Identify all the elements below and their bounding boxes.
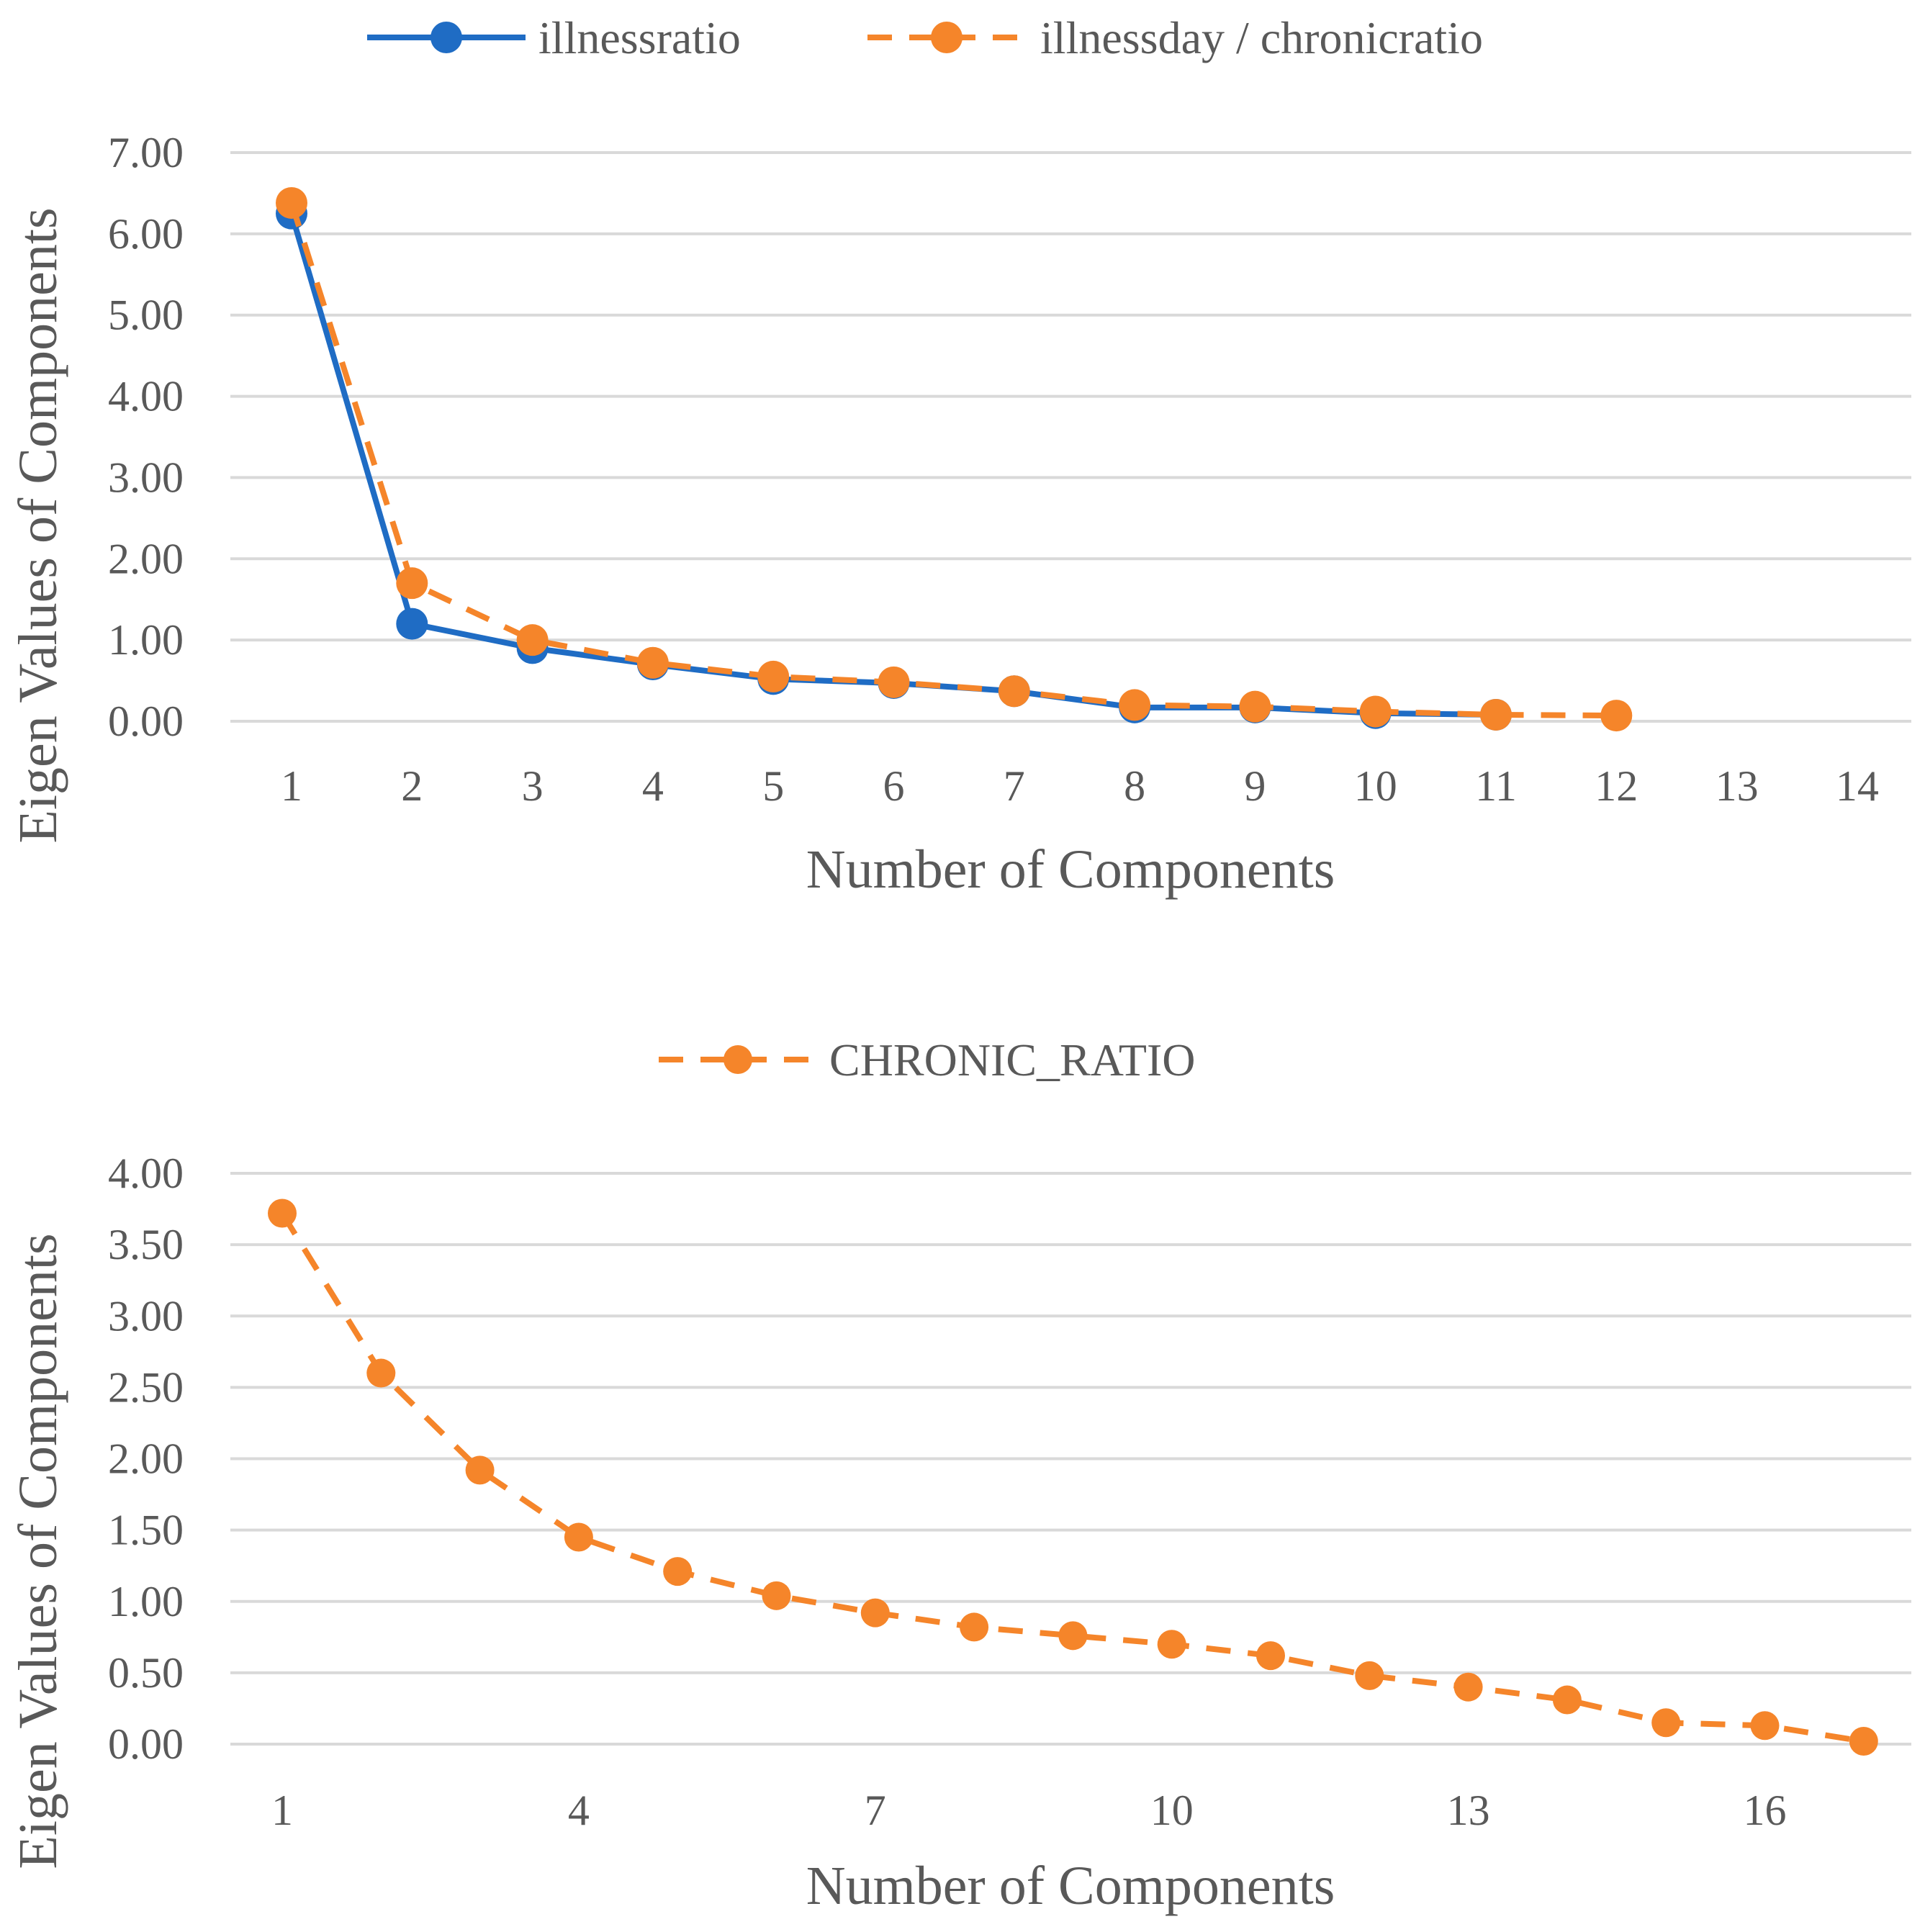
- chart-1-x-ticks: 1 2 3 4 5 6 7 8 9 10 11 12 13 14: [281, 762, 1879, 810]
- series-line-illnessday-chronicratio: [289, 202, 1617, 719]
- series-line-chronic-ratio: [279, 1211, 1865, 1744]
- chart-1-y-axis-title: Eigen Values of Components: [8, 207, 68, 843]
- y-tick-label: 0.00: [108, 698, 184, 745]
- x-tick-label: 10: [1150, 1787, 1194, 1834]
- chart-2-legend: CHRONIC_RATIO: [659, 1034, 1195, 1085]
- legend-marker-illnessratio: [430, 22, 462, 53]
- legend-label-chronic-ratio: CHRONIC_RATIO: [829, 1034, 1195, 1085]
- data-point-chronic-ratio: [762, 1581, 791, 1610]
- data-point-chronic-ratio: [1453, 1672, 1483, 1702]
- y-tick-label: 1.00: [108, 1578, 184, 1625]
- x-tick-label: 8: [1124, 762, 1145, 810]
- x-tick-label: 16: [1744, 1787, 1787, 1834]
- chart-1-x-axis-title: Number of Components: [806, 839, 1335, 900]
- data-point-chronic-ratio: [1750, 1711, 1780, 1741]
- data-point-chronic-ratio: [1058, 1621, 1088, 1651]
- x-tick-label: 1: [281, 762, 302, 810]
- chart-2: CHRONIC_RATIO 0.00 0.50 1.00 1.50 2.00 2.50 3.…: [8, 1034, 1911, 1916]
- x-tick-label: 1: [271, 1787, 293, 1834]
- y-tick-label: 2.50: [108, 1363, 184, 1411]
- data-point-chronic-ratio: [465, 1455, 495, 1485]
- chart-2-y-axis-title: Eigen Values of Components: [8, 1233, 68, 1869]
- legend-label-illnessday-chronicratio: illnessday / chronicratio: [1040, 12, 1483, 63]
- y-tick-label: 0.50: [108, 1649, 184, 1697]
- data-point-illnessday-chronicratio: [1239, 690, 1271, 723]
- y-tick-label: 4.00: [108, 1150, 184, 1197]
- y-tick-label: 6.00: [108, 210, 184, 258]
- data-point-chronic-ratio: [268, 1199, 297, 1228]
- y-tick-label: 2.00: [108, 1435, 184, 1483]
- chart-2-gridlines: [230, 1172, 1911, 1746]
- data-point-chronic-ratio: [1651, 1708, 1681, 1738]
- data-point-chronic-ratio: [1552, 1685, 1582, 1715]
- y-tick-label: 3.00: [108, 1292, 184, 1340]
- y-tick-label: 2.00: [108, 535, 184, 582]
- data-point-illnessday-chronicratio: [396, 567, 428, 600]
- data-point-illnessday-chronicratio: [636, 646, 669, 679]
- legend-label-illnessratio: illnessratio: [538, 12, 741, 63]
- data-point-illnessday-chronicratio: [878, 666, 910, 698]
- x-tick-label: 13: [1716, 762, 1759, 810]
- data-point-illnessday-chronicratio: [757, 660, 790, 692]
- data-point-chronic-ratio: [564, 1522, 593, 1552]
- data-point-illnessday-chronicratio: [998, 675, 1030, 708]
- x-tick-label: 14: [1836, 762, 1879, 810]
- x-tick-label: 6: [883, 762, 905, 810]
- y-tick-label: 0.00: [108, 1720, 184, 1768]
- chart-2-series: [268, 1199, 1878, 1756]
- x-tick-label: 12: [1595, 762, 1638, 810]
- data-point-chronic-ratio: [1849, 1727, 1878, 1756]
- x-tick-label: 7: [865, 1787, 886, 1834]
- chart-2-x-axis-title: Number of Components: [806, 1856, 1335, 1916]
- data-point-chronic-ratio: [366, 1358, 396, 1388]
- chart-1-legend: illnessratio illnessday / chronicratio: [367, 12, 1483, 63]
- data-point-illnessday-chronicratio: [276, 186, 307, 219]
- data-point-illnessday-chronicratio: [1600, 700, 1633, 732]
- x-tick-label: 2: [401, 762, 423, 810]
- y-tick-label: 3.50: [108, 1221, 184, 1268]
- y-tick-label: 3.00: [108, 453, 184, 501]
- chart-2-x-ticks: 1 4 7 10 13 16: [271, 1787, 1787, 1834]
- y-tick-label: 4.00: [108, 373, 184, 420]
- y-tick-label: 1.50: [108, 1507, 184, 1554]
- x-tick-label: 3: [522, 762, 544, 810]
- y-tick-label: 1.00: [108, 616, 184, 664]
- x-tick-label: 4: [568, 1787, 590, 1834]
- data-point-chronic-ratio: [860, 1598, 890, 1628]
- data-point-chronic-ratio: [1256, 1641, 1285, 1671]
- x-tick-label: 10: [1354, 762, 1397, 810]
- chart-1-series: [276, 186, 1633, 732]
- data-point-chronic-ratio: [1157, 1630, 1186, 1659]
- x-tick-label: 4: [642, 762, 664, 810]
- x-tick-label: 7: [1004, 762, 1025, 810]
- data-point-illnessday-chronicratio: [1119, 689, 1151, 721]
- x-tick-label: 11: [1475, 762, 1517, 810]
- x-tick-label: 9: [1244, 762, 1266, 810]
- data-point-illnessday-chronicratio: [1359, 695, 1392, 728]
- data-point-chronic-ratio: [960, 1612, 989, 1642]
- x-tick-label: 5: [762, 762, 784, 810]
- x-tick-label: 13: [1447, 1787, 1490, 1834]
- legend-marker-chronic-ratio: [723, 1045, 752, 1074]
- data-point-illnessday-chronicratio: [1480, 698, 1512, 731]
- legend-marker-illnessday-chronicratio: [931, 22, 962, 53]
- y-tick-label: 5.00: [108, 292, 184, 339]
- data-point-chronic-ratio: [1355, 1661, 1384, 1690]
- chart-1-y-ticks: 0.00 1.00 2.00 3.00 4.00 5.00 6.00 7.00: [108, 129, 184, 745]
- data-point-illnessday-chronicratio: [516, 624, 549, 656]
- chart-2-y-ticks: 0.00 0.50 1.00 1.50 2.00 2.50 3.00 3.50 4.00: [108, 1150, 184, 1768]
- chart-1-gridlines: [230, 151, 1911, 723]
- data-point-chronic-ratio: [663, 1557, 693, 1586]
- chart-1: illnessratio illnessday / chronicratio 0…: [8, 12, 1911, 900]
- data-point-illnessratio: [396, 608, 428, 640]
- y-tick-label: 7.00: [108, 129, 184, 176]
